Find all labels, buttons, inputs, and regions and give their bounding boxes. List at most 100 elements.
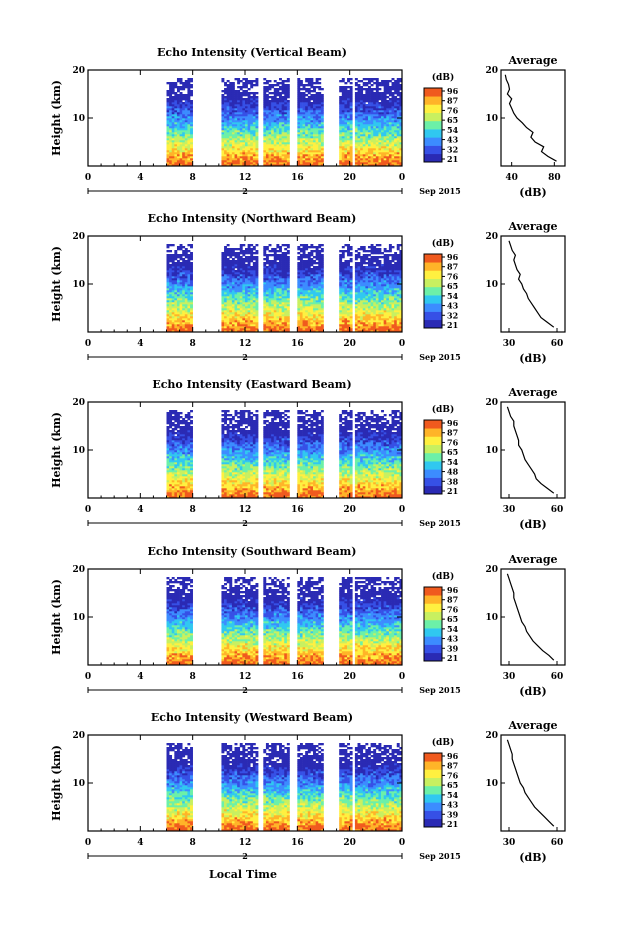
heatmap-cell	[271, 92, 275, 95]
heatmap-cell	[237, 274, 241, 277]
heatmap-cell	[391, 92, 395, 95]
heatmap-cell	[307, 288, 311, 291]
heatmap-cell	[271, 264, 275, 267]
heatmap-cell	[299, 324, 303, 327]
heatmap-cell	[239, 310, 243, 313]
heatmap-cell	[388, 146, 392, 149]
heatmap-cell	[250, 92, 254, 95]
heatmap-cell	[279, 330, 282, 333]
heatmap-cell	[234, 90, 238, 93]
heatmap-cell	[399, 138, 403, 141]
heatmap-cell	[239, 126, 243, 129]
heatmap-cell	[224, 246, 227, 249]
heatmap-cell	[320, 164, 324, 167]
heatmap-cell	[184, 154, 188, 157]
heatmap-cell	[391, 160, 395, 163]
heatmap-cell	[307, 92, 311, 95]
heatmap-cell	[362, 282, 366, 285]
heatmap-cell	[273, 122, 277, 125]
heatmap-cell	[239, 268, 243, 271]
colorbar-tick-label: 32	[447, 144, 458, 154]
heatmap-cell	[247, 264, 251, 267]
heatmap-cell	[286, 160, 290, 163]
heatmap-cell	[174, 252, 178, 255]
heatmap-cell	[305, 80, 309, 83]
heatmap-cell	[341, 306, 345, 309]
heatmap-cell	[318, 290, 322, 293]
heatmap-cell	[273, 274, 277, 277]
heatmap-cell	[268, 254, 272, 257]
colorbar-swatch	[424, 153, 442, 163]
heatmap-cell	[174, 92, 178, 95]
heatmap-cell	[341, 110, 345, 113]
heatmap-cell	[169, 106, 173, 109]
heatmap-cell	[297, 84, 301, 87]
heatmap-cell	[399, 112, 403, 115]
heatmap-cell	[176, 286, 180, 289]
heatmap-cell	[313, 134, 316, 137]
heatmap-cell	[375, 156, 379, 159]
heatmap-cell	[276, 148, 280, 151]
heatmap-cell	[169, 294, 173, 297]
heatmap-cell	[284, 324, 288, 327]
heatmap-cell	[297, 248, 301, 251]
heatmap-cell	[226, 280, 230, 283]
heatmap-cell	[263, 90, 267, 93]
heatmap-cell	[399, 92, 403, 95]
heatmap-cell	[391, 126, 395, 129]
heatmap-cell	[299, 132, 303, 135]
heatmap-cell	[305, 312, 309, 315]
heatmap-cell	[381, 152, 384, 155]
heatmap-cell	[169, 310, 173, 313]
heatmap-cell	[360, 274, 364, 277]
heatmap-cell	[286, 284, 290, 287]
heatmap-cell	[171, 308, 175, 311]
heatmap-cell	[221, 256, 225, 259]
heatmap-cell	[224, 116, 227, 119]
heatmap-cell	[231, 164, 235, 167]
heatmap-cell	[271, 296, 275, 299]
heatmap-cell	[320, 162, 324, 165]
heatmap-cell	[184, 302, 188, 305]
heatmap-cell	[313, 98, 316, 101]
heatmap-cell	[174, 296, 178, 299]
heatmap-cell	[263, 120, 267, 123]
heatmap-cell	[383, 140, 387, 143]
heatmap-cell	[357, 162, 361, 165]
heatmap-cell	[279, 156, 282, 159]
heatmap-cell	[313, 154, 316, 157]
heatmap-cell	[224, 96, 227, 99]
heatmap-cell	[245, 330, 248, 333]
heatmap-cell	[224, 252, 227, 255]
heatmap-cell	[339, 90, 343, 93]
heatmap-cell	[360, 328, 364, 331]
heatmap-cell	[247, 98, 251, 101]
heatmap-cell	[383, 126, 387, 129]
heatmap-cell	[347, 128, 350, 131]
heatmap-cell	[281, 278, 285, 281]
heatmap-cell	[354, 130, 358, 133]
heatmap-cell	[318, 140, 322, 143]
heatmap-cell	[299, 112, 303, 115]
heatmap-cell	[297, 152, 301, 155]
heatmap-cell	[310, 252, 314, 255]
heatmap-cell	[224, 280, 227, 283]
heatmap-cell	[231, 264, 235, 267]
heatmap-cell	[247, 158, 251, 161]
heatmap-cell	[341, 96, 345, 99]
heatmap-cell	[176, 96, 180, 99]
heatmap-cell	[273, 292, 277, 295]
heatmap-cell	[166, 304, 170, 307]
heatmap-cell	[399, 128, 403, 131]
heatmap-cell	[399, 88, 403, 91]
heatmap-cell	[268, 280, 272, 283]
heatmap-cell	[284, 320, 288, 323]
heatmap-cell	[297, 104, 301, 107]
heatmap-cell	[375, 80, 379, 83]
heatmap-cell	[388, 112, 392, 115]
heatmap-cell	[174, 124, 178, 127]
heatmap-cell	[268, 326, 272, 329]
heatmap-cell	[341, 152, 345, 155]
heatmap-cell	[360, 116, 364, 119]
heatmap-cell	[229, 156, 233, 159]
